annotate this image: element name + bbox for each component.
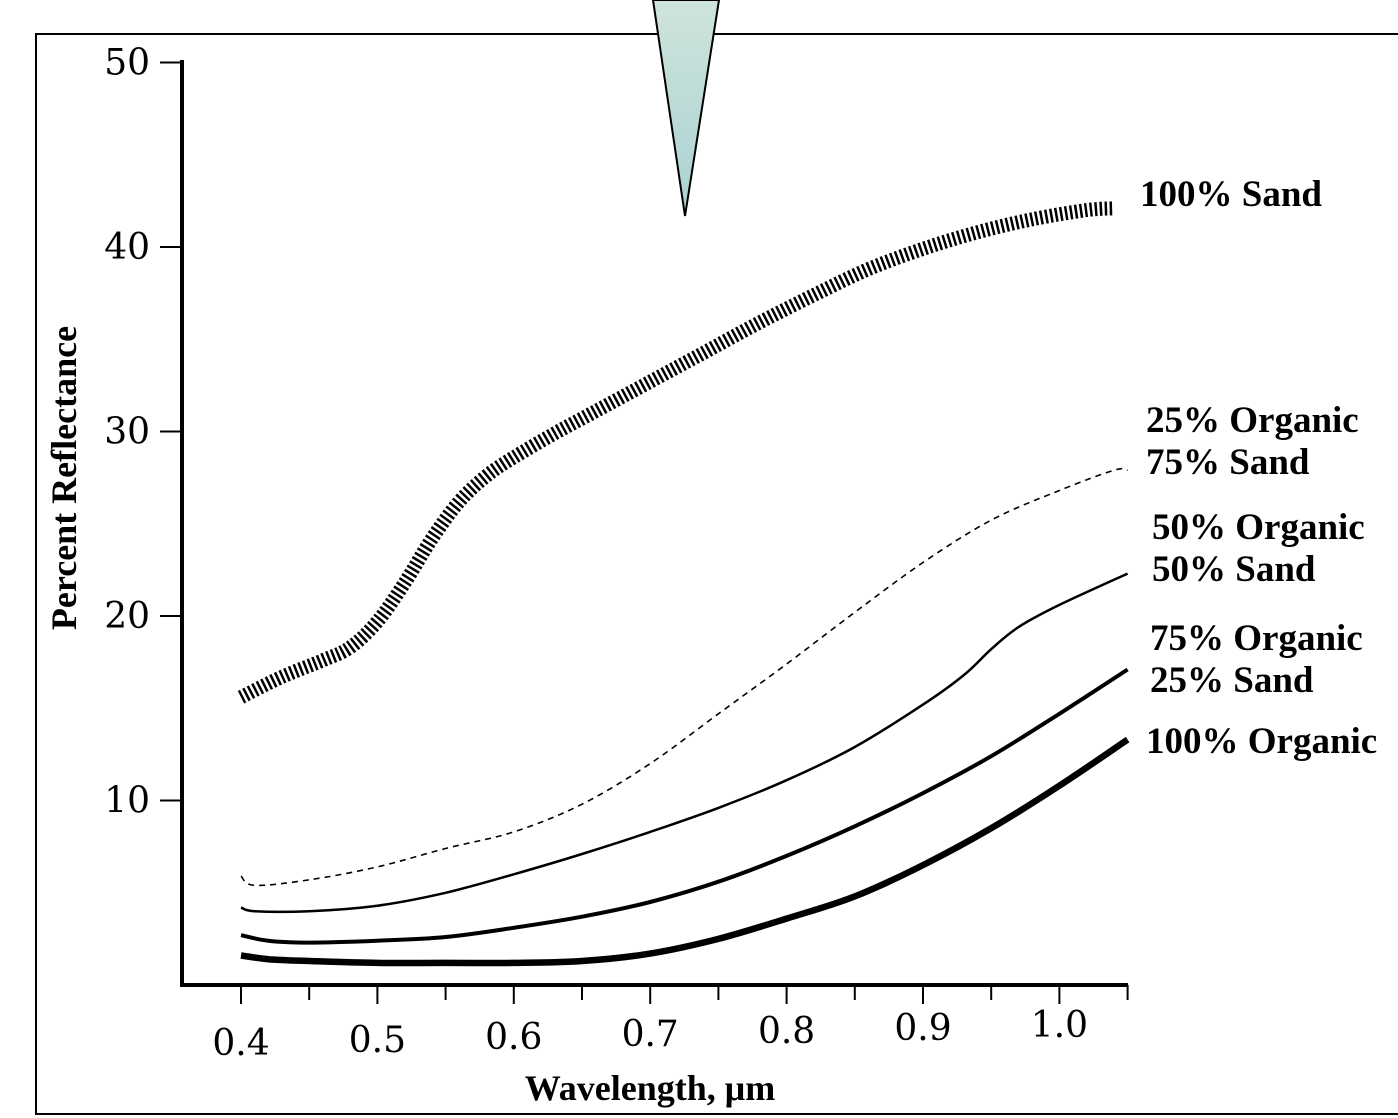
series-label-sand100: 100% Sand <box>1140 174 1322 215</box>
series-line-org50 <box>240 572 1129 914</box>
series-label-org75: 25% Sand <box>1150 660 1314 701</box>
series-label-org25: 25% Organic <box>1146 400 1359 441</box>
x-tick-label: 0.7 <box>622 1014 679 1055</box>
x-tick-label: 0.4 <box>212 1023 269 1064</box>
series-label-org50: 50% Organic <box>1152 507 1365 548</box>
series-line-org75 <box>240 667 1129 945</box>
y-tick-label: 20 <box>104 596 150 637</box>
y-axis-ticks: 10 20 30 40 50 <box>104 43 182 822</box>
series-label-org100: 100% Organic <box>1146 721 1377 762</box>
series-label-org75: 75% Organic <box>1150 618 1363 659</box>
chart-frame <box>35 33 1398 1115</box>
x-tick-label: 0.5 <box>349 1020 406 1061</box>
x-tick-label: 0.8 <box>758 1011 815 1052</box>
y-tick-label: 50 <box>104 43 150 84</box>
y-tick-label: 10 <box>104 781 150 822</box>
y-tick-label: 30 <box>104 412 150 453</box>
series-line-org25 <box>240 467 1128 887</box>
x-tick-label: 0.9 <box>894 1008 951 1049</box>
series-label-org50: 50% Sand <box>1152 549 1316 590</box>
series-lines <box>237 201 1130 967</box>
x-axis-ticks: 0.4 0.5 0.6 0.7 0.8 0.9 1.0 <box>212 985 1129 1064</box>
x-tick-label: 0.6 <box>485 1017 542 1058</box>
series-label-org25: 75% Sand <box>1146 442 1310 483</box>
series-line-org100 <box>240 736 1130 967</box>
x-axis-title: Wavelength, μm <box>525 1068 775 1108</box>
y-axis-title: Percent Reflectance <box>44 326 84 630</box>
x-tick-label: 1.0 <box>1031 1005 1088 1046</box>
y-tick-label: 40 <box>104 227 150 268</box>
wedge-pointer-icon <box>651 0 721 217</box>
series-line-sand100 <box>237 201 1115 704</box>
